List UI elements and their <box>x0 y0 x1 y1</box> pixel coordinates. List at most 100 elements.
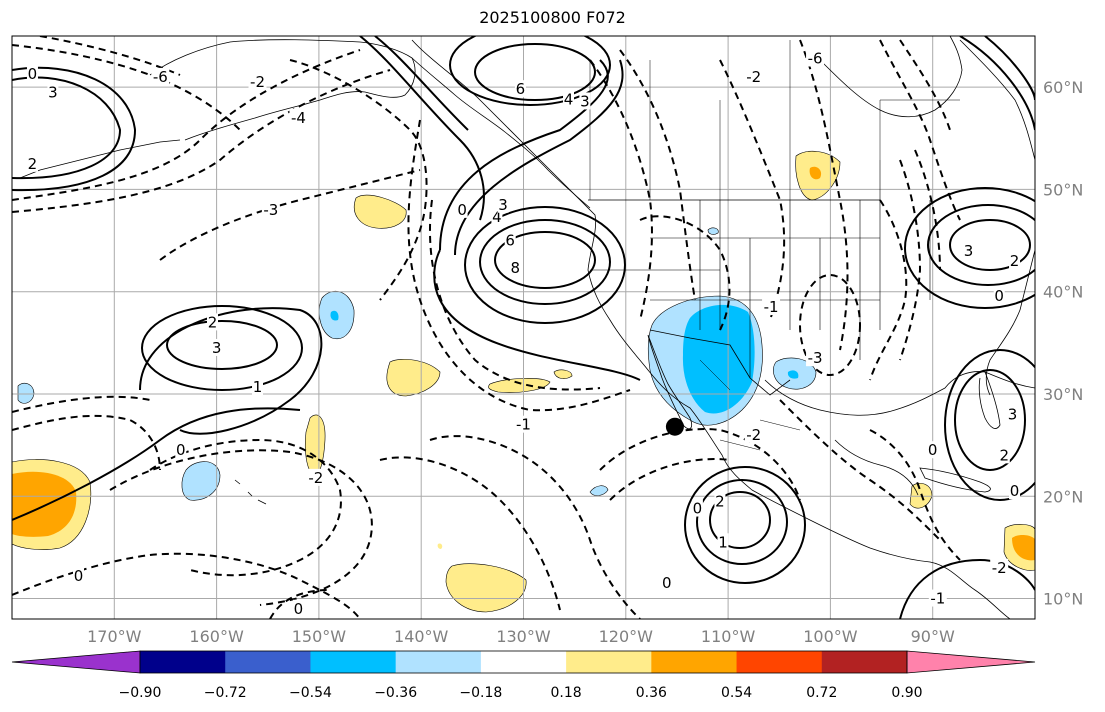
dash-gulf-alaska <box>289 59 428 301</box>
colorbar-swatch <box>736 651 823 673</box>
contour-label: -3 <box>263 201 278 219</box>
contour-label-bg <box>806 349 825 367</box>
contour-label: -2 <box>308 469 323 487</box>
contour-label: 2 <box>1000 446 1010 464</box>
dash-pacific-mid <box>407 119 631 412</box>
contour-label-bg <box>744 67 763 85</box>
dash-ne-2 <box>899 39 951 131</box>
contour-label: 0 <box>28 65 38 83</box>
contour-midpac-2 <box>141 305 303 391</box>
colorbar-extend-high <box>906 650 1036 674</box>
dash-south-pacific <box>149 438 342 577</box>
gridlines <box>12 36 1035 619</box>
dash-caribbean <box>869 429 961 561</box>
anomaly-shading <box>12 150 1035 613</box>
map-title: 2025100800 F072 <box>479 8 626 27</box>
contour-midpac-3 <box>139 307 323 435</box>
contour-label-bg <box>248 73 267 91</box>
lon-tick-label: 120°W <box>599 627 654 646</box>
contour-label: 8 <box>511 259 521 277</box>
colorbar-swatch <box>310 651 397 673</box>
contour-label: -2 <box>992 559 1007 577</box>
contour-label: 0 <box>457 201 467 219</box>
contour-label-bg <box>207 313 219 331</box>
contour-label: 2 <box>1010 252 1020 270</box>
shade-yellow-small-south <box>437 543 443 549</box>
dash-nw-1 <box>12 49 361 201</box>
contour-midpac-zero <box>12 407 301 521</box>
contour-label: 3 <box>48 83 58 101</box>
contour-label-bg <box>1009 482 1021 500</box>
shade-orange-ontario <box>809 166 822 180</box>
contour-label: 6 <box>505 232 515 250</box>
lon-tick-label: 170°W <box>87 627 142 646</box>
coast-florida <box>978 371 1001 429</box>
lon-tick-label: 140°W <box>394 627 449 646</box>
contour-label-bg <box>211 338 223 356</box>
coast-baja <box>647 334 692 430</box>
colorbar-tick-label: 0.72 <box>806 685 837 701</box>
map-frame <box>11 35 1036 620</box>
contour-label: 3 <box>964 242 974 260</box>
shade-light-blue-west <box>17 382 35 404</box>
contour-label: 4 <box>492 208 502 226</box>
contour-high-pacific-4 <box>433 59 641 381</box>
shade-yellow-mid-pacific <box>386 359 441 397</box>
contour-mexico-low-3 <box>684 466 806 584</box>
dash-mexico-south <box>599 428 801 501</box>
contour-label: 3 <box>580 92 590 110</box>
contour-label: 3 <box>498 196 508 214</box>
lon-tick-label: 130°W <box>496 627 551 646</box>
contour-label: -2 <box>250 73 265 91</box>
contour-high-pacific-2 <box>479 219 611 305</box>
contour-label-bg <box>717 533 729 551</box>
negative-contours <box>12 36 961 619</box>
shade-orange-west <box>12 471 77 537</box>
dash-plains-low <box>799 274 861 376</box>
colorbar-tick-label: −0.36 <box>374 685 417 701</box>
contour-label: -6 <box>808 50 823 68</box>
contour-label-bg <box>26 154 38 172</box>
lat-tick-label: 20°N <box>1043 487 1083 506</box>
lon-tick-label: 90°W <box>911 627 955 646</box>
shade-yellow-gulf-alaska <box>354 194 407 229</box>
colorbar-swatch <box>395 651 482 673</box>
colorbar-tick-label: 0.36 <box>636 685 667 701</box>
contour-label-bg <box>998 446 1010 464</box>
dash-se-west <box>269 589 331 619</box>
coast-na-west <box>411 39 1011 619</box>
dash-pacific-mid-2 <box>429 199 601 391</box>
shade-orange-caribbean <box>1012 534 1035 561</box>
contour-label: 1 <box>718 533 728 551</box>
contour-label: 0 <box>662 574 672 592</box>
colorbar-tick-label: 0.18 <box>551 685 582 701</box>
coast-hudson <box>819 36 963 118</box>
dash-nw-2 <box>12 69 391 213</box>
colorbar-swatch <box>651 651 738 673</box>
colorbar-tick-label: −0.18 <box>459 685 502 701</box>
shade-blue-mexico <box>682 304 755 414</box>
contour-high-pacific-1 <box>494 231 596 289</box>
contour-label-bg <box>579 92 591 110</box>
contour-label: 3 <box>212 339 222 357</box>
contour-label: -6 <box>153 68 168 86</box>
dash-rockies <box>719 59 786 321</box>
contour-arc-nw-2 <box>374 36 469 131</box>
contour-label-bg <box>456 200 468 218</box>
contour-label-bg <box>1006 405 1018 423</box>
lon-tick-label: 160°W <box>189 627 244 646</box>
contour-label-bg <box>151 67 170 85</box>
contour-label-bg <box>292 599 304 617</box>
contour-label-bg <box>509 259 521 277</box>
contour-label-bg <box>963 241 975 259</box>
contour-label-bg <box>993 286 1005 304</box>
contour-label-bg <box>990 558 1009 576</box>
contour-label: 2 <box>208 313 218 331</box>
dash-nw-top-2 <box>39 36 181 76</box>
colorbar-swatch <box>821 651 908 673</box>
contour-se-high-1 <box>954 369 1026 471</box>
contour-label: 3 <box>1008 405 1018 423</box>
contour-label: -2 <box>746 426 761 444</box>
contour-label-bg <box>491 208 503 226</box>
dash-plains <box>799 39 849 351</box>
